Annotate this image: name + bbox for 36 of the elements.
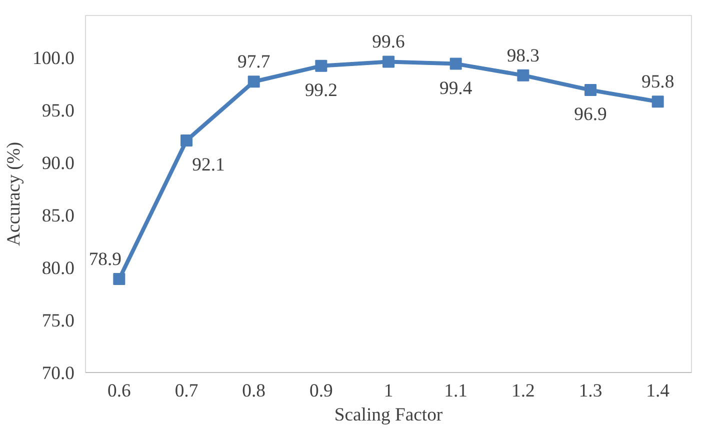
- data-label: 99.6: [372, 32, 405, 53]
- x-tick-label: 0.9: [310, 380, 333, 402]
- point: [450, 58, 462, 70]
- y-tick-label: 90.0: [42, 153, 75, 174]
- y-tick-label: 85.0: [42, 206, 75, 226]
- x-tick-label: 0.7: [174, 380, 198, 402]
- point: [180, 134, 192, 146]
- point: [382, 56, 394, 68]
- data-label: 98.3: [506, 45, 540, 66]
- data-label: 78.9: [88, 249, 122, 270]
- data-label: 99.2: [304, 80, 338, 101]
- data-label: 95.8: [642, 72, 674, 93]
- point: [248, 76, 260, 88]
- x-tick-label: 1: [384, 380, 394, 402]
- x-tick-label: 0.6: [108, 380, 131, 402]
- y-tick-label: 75.0: [42, 310, 75, 332]
- y-tick-label: 80.0: [42, 258, 75, 279]
- x-axis-title: Scaling Factor: [334, 404, 444, 426]
- y-axis-title: Accuracy (%): [4, 142, 25, 246]
- point: [652, 96, 664, 108]
- x-tick-label: 1.4: [646, 380, 670, 402]
- data-label: 92.1: [192, 154, 225, 176]
- point: [315, 60, 328, 72]
- point: [517, 69, 530, 82]
- data-label: 97.7: [238, 52, 270, 73]
- point: [113, 273, 126, 286]
- x-tick-label: 1.1: [444, 380, 468, 402]
- y-tick-label: 95.0: [42, 100, 75, 122]
- x-tick-label: 1.2: [512, 380, 535, 402]
- x-tick-label: 0.8: [242, 380, 266, 402]
- data-label: 99.4: [440, 78, 473, 99]
- x-tick-label: 1.3: [578, 380, 602, 402]
- point: [584, 84, 596, 96]
- y-tick-label: 100.0: [32, 48, 75, 69]
- data-label: 96.9: [574, 104, 607, 126]
- y-tick-label: 70.0: [42, 363, 75, 384]
